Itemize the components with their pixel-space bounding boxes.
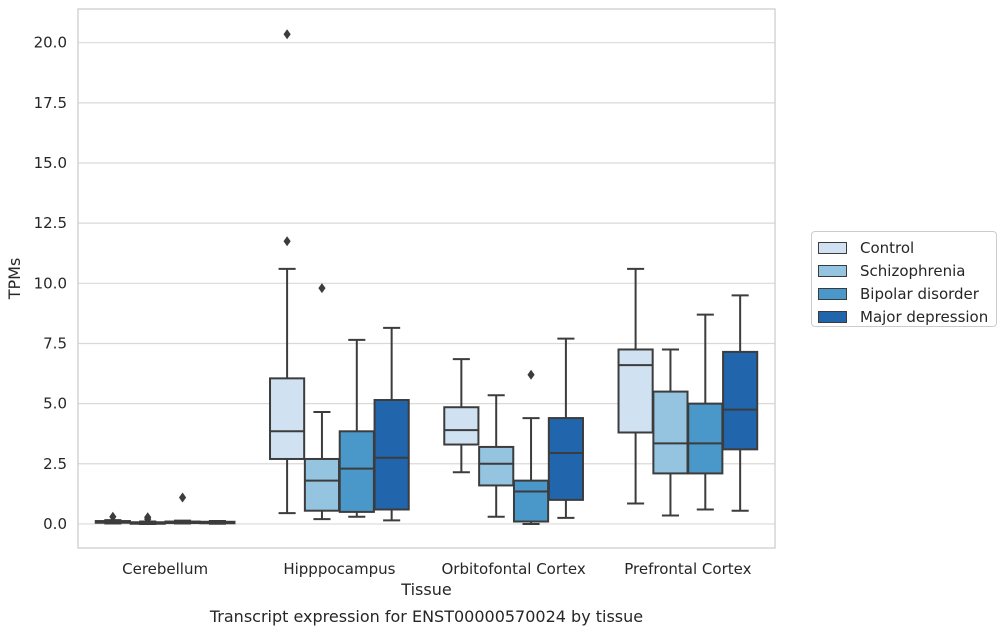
- box-2-1: [478, 394, 515, 518]
- box-body: [478, 445, 515, 487]
- y-tick-label: 2.5: [43, 455, 67, 473]
- legend-item-major-depression: Major depression: [812, 305, 996, 328]
- box-2-3: [547, 337, 584, 519]
- box-0-0: [94, 511, 131, 525]
- y-tick-labels: 0.0 2.5 5.0 7.5 10.0 12.5 15.0 17.5 20.0: [34, 34, 67, 533]
- legend-item-schizophrenia: Schizophrenia: [812, 259, 996, 282]
- x-tick-label: Hipppocampus: [283, 560, 395, 578]
- plot-frame: [77, 8, 776, 549]
- box-body: [443, 406, 480, 446]
- legend-item-control: Control: [812, 236, 996, 259]
- outlier-point: [283, 236, 291, 247]
- x-axis-title: Tissue: [400, 580, 451, 599]
- box-body: [303, 457, 341, 512]
- x-tick-label: Cerebellum: [122, 560, 208, 578]
- y-tick-label: 20.0: [34, 34, 67, 52]
- box-1-2: [338, 338, 375, 518]
- legend-label-schizophrenia: Schizophrenia: [860, 261, 966, 280]
- box-3-1: [652, 348, 689, 517]
- legend-swatch-control: [818, 241, 847, 254]
- outlier-point: [109, 511, 117, 522]
- box-2-2: [512, 369, 550, 525]
- y-tick-label: 0.0: [43, 515, 67, 533]
- y-axis-title: TPMs: [5, 258, 24, 301]
- box-series: [94, 29, 759, 525]
- legend: Control Schizophrenia Bipolar disorder M…: [811, 231, 997, 327]
- y-tick-label: 7.5: [43, 334, 67, 352]
- box-1-0: [269, 29, 306, 515]
- y-tick-label: 10.0: [34, 274, 67, 292]
- y-tick-label: 12.5: [34, 214, 67, 232]
- chart-title: Transcript expression for ENST0000057002…: [209, 607, 643, 626]
- box-1-3: [373, 326, 410, 522]
- legend-swatch-bipolar-disorder: [818, 287, 847, 300]
- x-tick-labels: Cerebellum Hipppocampus Orbitofontal Corte…: [122, 560, 751, 578]
- box-body: [652, 390, 689, 475]
- y-tick-label: 17.5: [34, 94, 67, 112]
- box-body: [338, 430, 375, 513]
- legend-label-bipolar-disorder: Bipolar disorder: [860, 284, 979, 303]
- legend-item-bipolar-disorder: Bipolar disorder: [812, 282, 996, 305]
- outlier-point: [527, 369, 535, 380]
- y-tick-label: 15.0: [34, 154, 67, 172]
- box-body: [617, 348, 654, 434]
- box-body: [269, 377, 306, 460]
- box-body: [373, 399, 410, 511]
- box-2-0: [443, 358, 480, 474]
- box-3-3: [722, 294, 759, 512]
- box-body: [722, 350, 759, 451]
- outlier-point: [283, 29, 291, 40]
- box-0-2: [164, 492, 201, 525]
- box-body: [547, 417, 584, 501]
- legend-label-control: Control: [860, 238, 915, 257]
- legend-label-major-depression: Major depression: [860, 307, 989, 326]
- outlier-point: [318, 283, 326, 294]
- y-tick-label: 5.0: [43, 395, 67, 413]
- box-0-3: [199, 520, 236, 525]
- box-3-0: [617, 267, 654, 505]
- outlier-point: [178, 492, 187, 503]
- box-body: [512, 479, 550, 523]
- x-tick-label: Orbitofontal Cortex: [442, 560, 586, 578]
- outlier-point: [144, 512, 152, 523]
- box-1-1: [303, 283, 341, 521]
- box-body: [687, 402, 724, 475]
- legend-swatch-schizophrenia: [818, 264, 847, 277]
- legend-swatch-major-depression: [818, 310, 847, 323]
- x-tick-label: Prefrontal Cortex: [624, 560, 751, 578]
